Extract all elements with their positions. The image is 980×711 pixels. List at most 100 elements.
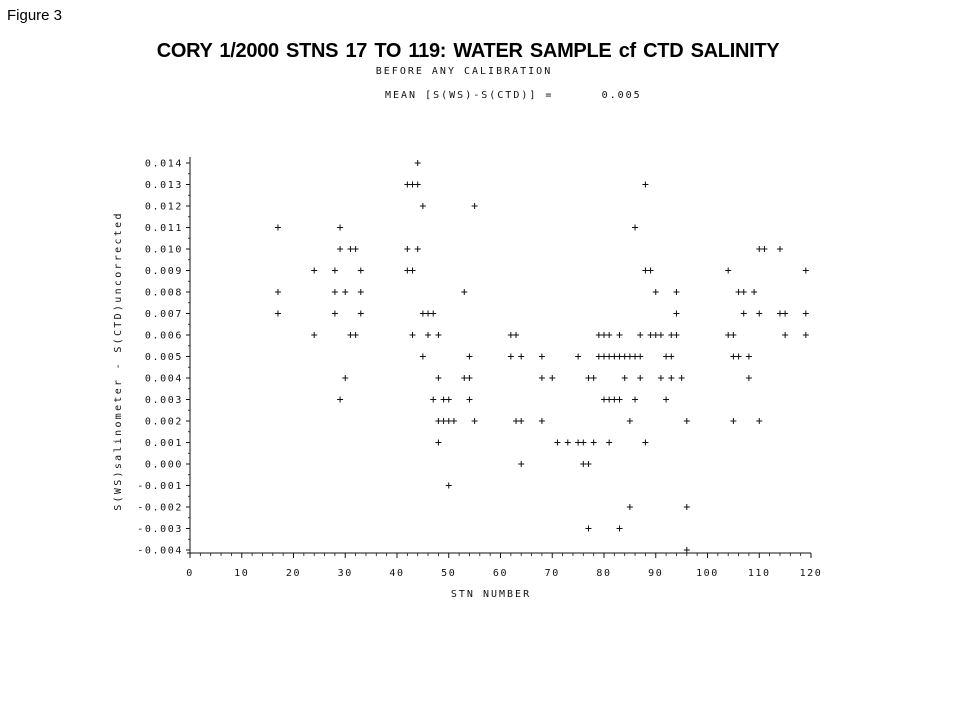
- data-point: [601, 396, 607, 403]
- data-point: [611, 353, 618, 360]
- data-point: [663, 353, 670, 360]
- data-point: [331, 289, 338, 295]
- data-point: [357, 267, 364, 274]
- data-point: [637, 375, 644, 381]
- x-tick-label: 30: [338, 568, 353, 579]
- data-point: [430, 396, 437, 403]
- data-point: [756, 246, 763, 252]
- data-point: [735, 353, 742, 360]
- data-point: [642, 267, 649, 274]
- data-point: [595, 332, 602, 338]
- data-point: [466, 396, 473, 403]
- data-point: [585, 461, 592, 467]
- data-point: [409, 332, 416, 338]
- plot-axes: [187, 157, 811, 554]
- data-point: [740, 289, 747, 295]
- data-point: [471, 203, 478, 209]
- data-point: [663, 396, 670, 403]
- y-tick-label: 0.001: [145, 438, 183, 449]
- data-point: [414, 181, 421, 188]
- data-point: [575, 353, 582, 360]
- data-point: [657, 375, 664, 381]
- data-point: [637, 332, 644, 338]
- data-point: [435, 439, 442, 446]
- data-point: [554, 439, 561, 446]
- data-point: [518, 461, 525, 467]
- data-point: [626, 504, 633, 510]
- data-point: [538, 418, 545, 424]
- data-point: [745, 353, 752, 360]
- y-tick-label: -0.001: [137, 481, 183, 492]
- data-point: [668, 332, 675, 338]
- data-point: [595, 353, 602, 360]
- data-point: [606, 332, 613, 338]
- data-point: [730, 418, 737, 424]
- mean-annotation: MEAN [S(WS)-S(CTD)] = 0.005: [385, 90, 642, 101]
- x-tick-label: 110: [748, 568, 771, 579]
- y-tick-label: -0.002: [137, 503, 183, 514]
- x-tick-label: 0: [186, 568, 194, 579]
- data-point: [435, 418, 442, 424]
- data-point: [590, 375, 597, 381]
- data-point: [409, 181, 416, 188]
- data-point: [616, 332, 623, 338]
- x-tick-label: 90: [648, 568, 663, 579]
- data-point: [776, 310, 783, 317]
- chart-title: CORY 1/2000 STNS 17 TO 119: WATER SAMPLE…: [156, 40, 780, 62]
- data-point: [575, 439, 582, 446]
- x-tick-label: 100: [696, 568, 719, 579]
- data-point: [606, 439, 613, 446]
- y-tick-label: 0.011: [145, 223, 183, 234]
- data-point: [730, 353, 737, 360]
- data-point: [678, 375, 685, 381]
- y-tick-label: -0.004: [137, 546, 183, 557]
- data-point: [513, 418, 520, 424]
- figure-label: Figure 3: [7, 7, 63, 24]
- x-tick-label: 80: [596, 568, 611, 579]
- data-point: [518, 353, 525, 360]
- data-point: [425, 310, 432, 317]
- y-axis-label: S(WS)salinometer - S(CTD)uncorrected: [113, 211, 124, 511]
- y-tick-labels: 0.014 0.013 0.012 0.011 0.010 0.009 0.008 0.007…: [137, 159, 190, 557]
- data-point: [585, 375, 592, 381]
- y-tick-label: 0.008: [145, 288, 183, 299]
- data-point: [331, 267, 338, 274]
- data-point: [461, 289, 468, 295]
- data-point: [466, 353, 473, 360]
- data-point: [673, 310, 680, 317]
- data-point: [621, 353, 628, 360]
- data-point: [626, 353, 633, 360]
- data-point: [342, 375, 349, 381]
- y-tick-label: 0.004: [145, 374, 183, 385]
- data-point: [352, 246, 359, 252]
- data-point: [311, 332, 318, 338]
- x-tick-label: 10: [234, 568, 249, 579]
- data-point: [507, 353, 514, 360]
- data-point: [337, 224, 344, 231]
- data-point: [802, 332, 809, 338]
- data-point: [564, 439, 571, 446]
- data-point: [616, 353, 623, 360]
- data-point: [347, 332, 354, 338]
- data-point: [466, 375, 473, 381]
- data-point: [538, 375, 545, 381]
- x-tick-label: 40: [389, 568, 404, 579]
- data-point: [745, 375, 752, 381]
- data-point: [404, 246, 411, 252]
- data-point: [725, 332, 732, 338]
- y-tick-label: 0.014: [145, 159, 183, 170]
- data-point: [632, 224, 639, 231]
- mean-annotation-label: MEAN [S(WS)-S(CTD)] =: [385, 90, 554, 101]
- data-point: [347, 246, 354, 252]
- data-point: [683, 504, 690, 510]
- y-tick-label: 0.000: [145, 460, 183, 471]
- data-point: [507, 332, 514, 338]
- data-point: [601, 353, 607, 360]
- data-point: [337, 396, 344, 403]
- data-point: [435, 332, 442, 338]
- data-point: [461, 375, 468, 381]
- chart-subtitle: BEFORE ANY CALIBRATION: [375, 66, 553, 77]
- data-points: [274, 160, 809, 553]
- data-point: [647, 332, 654, 338]
